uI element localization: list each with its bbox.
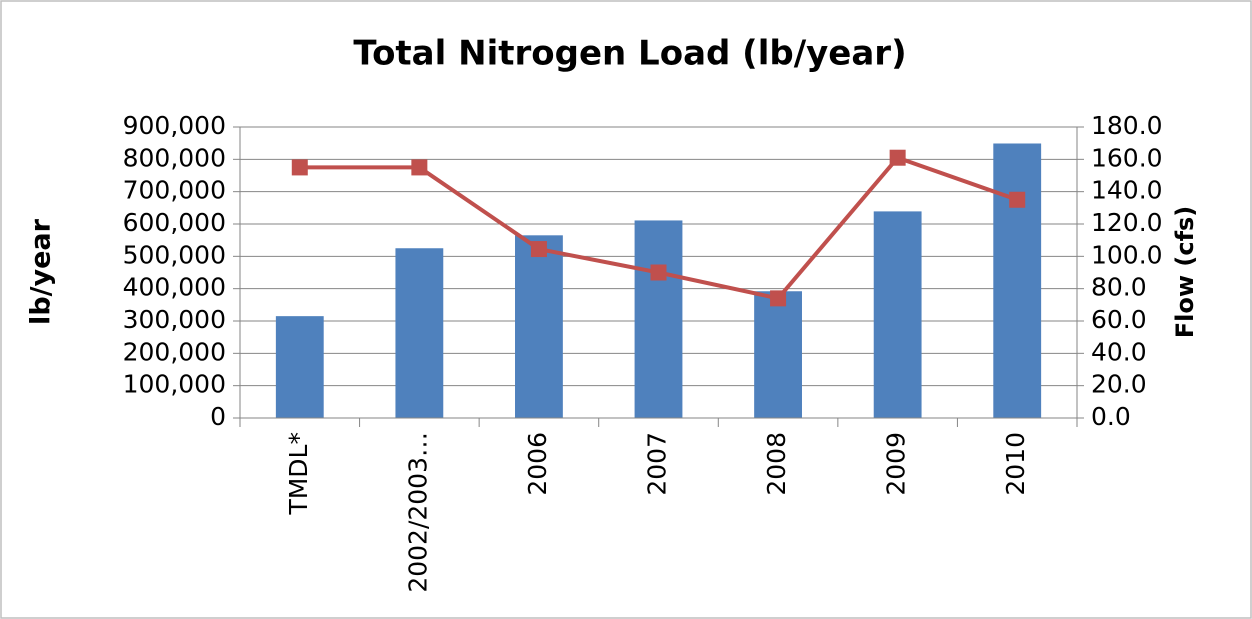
y-tick-label: 600,000 — [123, 208, 226, 237]
y2-tick-label: 0.0 — [1091, 402, 1131, 431]
bar — [634, 220, 683, 418]
x-tick-label: 2010 — [1001, 432, 1030, 496]
bar — [395, 248, 444, 418]
line-marker — [650, 264, 667, 281]
x-tick-label: 2006 — [523, 432, 552, 496]
y-tick-label: 400,000 — [123, 273, 226, 302]
x-tick-label: TMDL* — [284, 432, 313, 516]
y-tick-label: 0 — [210, 402, 226, 431]
y2-tick-label: 140.0 — [1091, 176, 1163, 205]
bar — [873, 211, 922, 418]
y2-tick-label: 180.0 — [1091, 111, 1163, 140]
y-tick-label: 700,000 — [123, 176, 226, 205]
y-tick-label: 900,000 — [123, 111, 226, 140]
x-tick-label: 2009 — [882, 432, 911, 496]
y2-tick-label: 120.0 — [1091, 208, 1163, 237]
y2-axis-title: Flow (cfs) — [1171, 206, 1199, 339]
y2-tick-label: 80.0 — [1091, 273, 1147, 302]
y-tick-label: 500,000 — [123, 240, 226, 269]
y2-tick-label: 100.0 — [1091, 240, 1163, 269]
y2-tick-label: 40.0 — [1091, 337, 1147, 366]
y-tick-label: 100,000 — [123, 370, 226, 399]
line-marker — [411, 159, 428, 176]
x-tick-label: 2007 — [643, 432, 672, 496]
bar — [515, 235, 563, 418]
x-tick-label: 2008 — [762, 432, 791, 496]
line-marker — [291, 159, 308, 176]
y-tick-label: 800,000 — [123, 143, 226, 172]
bar — [754, 291, 802, 418]
y-tick-label: 200,000 — [123, 337, 226, 366]
x-tick-label: 2002/2003… — [403, 432, 432, 593]
y2-tick-label: 160.0 — [1091, 143, 1163, 172]
y2-tick-label: 60.0 — [1091, 305, 1147, 334]
line-marker — [530, 241, 547, 258]
chart-title: Total Nitrogen Load (lb/year) — [353, 34, 906, 74]
line-marker — [1009, 191, 1026, 208]
line-marker — [889, 149, 906, 166]
bar — [993, 143, 1042, 419]
y2-tick-label: 20.0 — [1091, 370, 1147, 399]
line-marker — [770, 290, 787, 307]
bar — [275, 316, 324, 418]
y-axis-title: lb/year — [26, 218, 57, 325]
y-tick-label: 300,000 — [123, 305, 226, 334]
